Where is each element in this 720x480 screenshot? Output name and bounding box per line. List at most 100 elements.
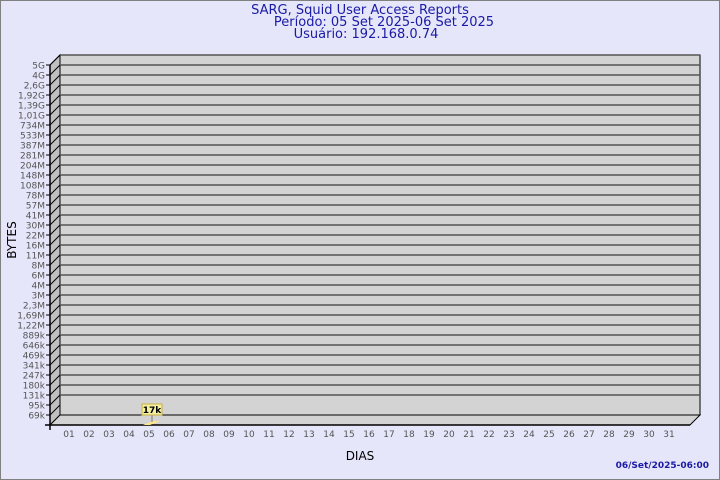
x-tick-label: 23 — [503, 430, 514, 440]
grid-diagonal — [49, 184, 61, 196]
y-tick-label: 95k — [28, 402, 45, 412]
grid-diagonal — [49, 324, 61, 336]
grid-diagonal — [49, 374, 61, 386]
x-tick-label: 27 — [583, 430, 594, 440]
y-tick-label: 1,01G — [18, 112, 45, 122]
y-tick-label: 469k — [23, 352, 46, 362]
grid-diagonal — [49, 364, 61, 376]
grid-diagonal — [49, 394, 61, 406]
y-tick-label: 22M — [26, 232, 45, 242]
user-label: Usuário: 192.168.0.74 — [293, 27, 439, 42]
grid-diagonal — [49, 244, 61, 256]
y-tick-label: 57M — [26, 202, 45, 212]
grid-diagonal — [49, 234, 61, 246]
y-tick-label: 16M — [26, 242, 45, 252]
y-tick-label: 533M — [20, 132, 45, 142]
grid-diagonal — [49, 134, 61, 146]
y-tick-label: 1,69M — [17, 312, 45, 322]
grid-diagonal — [49, 314, 61, 326]
grid-diagonal — [49, 214, 61, 226]
x-tick-label: 25 — [543, 430, 554, 440]
x-tick-label: 08 — [203, 430, 215, 440]
x-tick-label: 24 — [523, 430, 535, 440]
x-tick-label: 11 — [263, 430, 274, 440]
y-tick-label: 2,6G — [24, 82, 45, 92]
x-tick-label: 15 — [343, 430, 354, 440]
x-tick-label: 28 — [603, 430, 615, 440]
grid-diagonal — [49, 194, 61, 206]
grid-diagonal — [49, 344, 61, 356]
x-tick-label: 06 — [163, 430, 175, 440]
x-tick-label: 10 — [243, 430, 255, 440]
y-tick-label: 2,3M — [23, 302, 45, 312]
x-tick-label: 07 — [183, 430, 194, 440]
grid-diagonal — [49, 74, 61, 86]
x-axis-label: DIAS — [346, 449, 375, 463]
y-tick-label: 646k — [23, 342, 46, 352]
y-tick-label: 41M — [26, 212, 45, 222]
grid-diagonal — [49, 174, 61, 186]
y-tick-label: 148M — [20, 172, 45, 182]
grid-diagonal — [49, 144, 61, 156]
grid-diagonal — [49, 104, 61, 116]
y-tick-label: 78M — [26, 192, 45, 202]
grid-diagonal — [49, 224, 61, 236]
y-tick-label: 6M — [32, 272, 46, 282]
x-tick-label: 09 — [223, 430, 235, 440]
bar-05 — [143, 421, 160, 425]
x-tick-label: 20 — [443, 430, 455, 440]
y-tick-label: 734M — [20, 122, 45, 132]
x-tick-label: 05 — [143, 430, 154, 440]
y-tick-label: 4M — [32, 282, 46, 292]
x-tick-label: 02 — [83, 430, 94, 440]
x-tick-label: 01 — [63, 430, 74, 440]
y-tick-label: 69k — [28, 412, 45, 422]
grid-diagonal — [49, 354, 61, 366]
x-tick-label: 19 — [423, 430, 435, 440]
y-tick-label: 1,92G — [18, 92, 45, 102]
footer-timestamp: 06/Set/2025-06:00 — [615, 461, 709, 471]
grid-diagonal — [49, 94, 61, 106]
grid-diagonal — [49, 404, 61, 416]
grid-diagonal — [49, 274, 61, 286]
y-tick-label: 5G — [32, 62, 45, 72]
grid-diagonal — [49, 114, 61, 126]
x-tick-label: 21 — [463, 430, 474, 440]
x-tick-label: 18 — [403, 430, 415, 440]
grid-diagonal — [49, 384, 61, 396]
y-tick-label: 108M — [20, 182, 45, 192]
grid-diagonal — [49, 204, 61, 216]
y-tick-label: 8M — [32, 262, 46, 272]
grid-diagonal — [49, 64, 61, 76]
y-tick-label: 387M — [20, 142, 45, 152]
y-tick-label: 1,39G — [18, 102, 45, 112]
grid-diagonal — [49, 164, 61, 176]
y-tick-label: 4G — [32, 72, 45, 82]
y-tick-label: 30M — [26, 222, 45, 232]
x-tick-label: 31 — [663, 430, 674, 440]
grid-diagonal — [49, 84, 61, 96]
x-tick-label: 12 — [283, 430, 294, 440]
y-tick-label: 281M — [20, 152, 45, 162]
y-tick-label: 1,22M — [17, 322, 45, 332]
grid-diagonal — [49, 54, 61, 66]
bar-label-box — [141, 403, 163, 416]
y-tick-label: 180k — [23, 382, 46, 392]
x-tick-label: 29 — [623, 430, 635, 440]
x-tick-label: 13 — [303, 430, 314, 440]
x-tick-label: 14 — [323, 430, 335, 440]
grid-diagonal — [49, 284, 61, 296]
period-label: Período: 05 Set 2025-06 Set 2025 — [273, 15, 495, 30]
grid-diagonal — [49, 124, 61, 136]
y-tick-label: 131k — [23, 392, 46, 402]
x-tick-label: 17 — [383, 430, 394, 440]
y-tick-label: 204M — [20, 162, 45, 172]
x-tick-label: 03 — [103, 430, 114, 440]
x-tick-label: 26 — [563, 430, 575, 440]
y-tick-label: 341k — [23, 362, 46, 372]
y-tick-label: 3M — [32, 292, 46, 302]
x-tick-label: 30 — [643, 430, 655, 440]
x-tick-label: 22 — [483, 430, 494, 440]
grid-diagonal — [49, 254, 61, 266]
